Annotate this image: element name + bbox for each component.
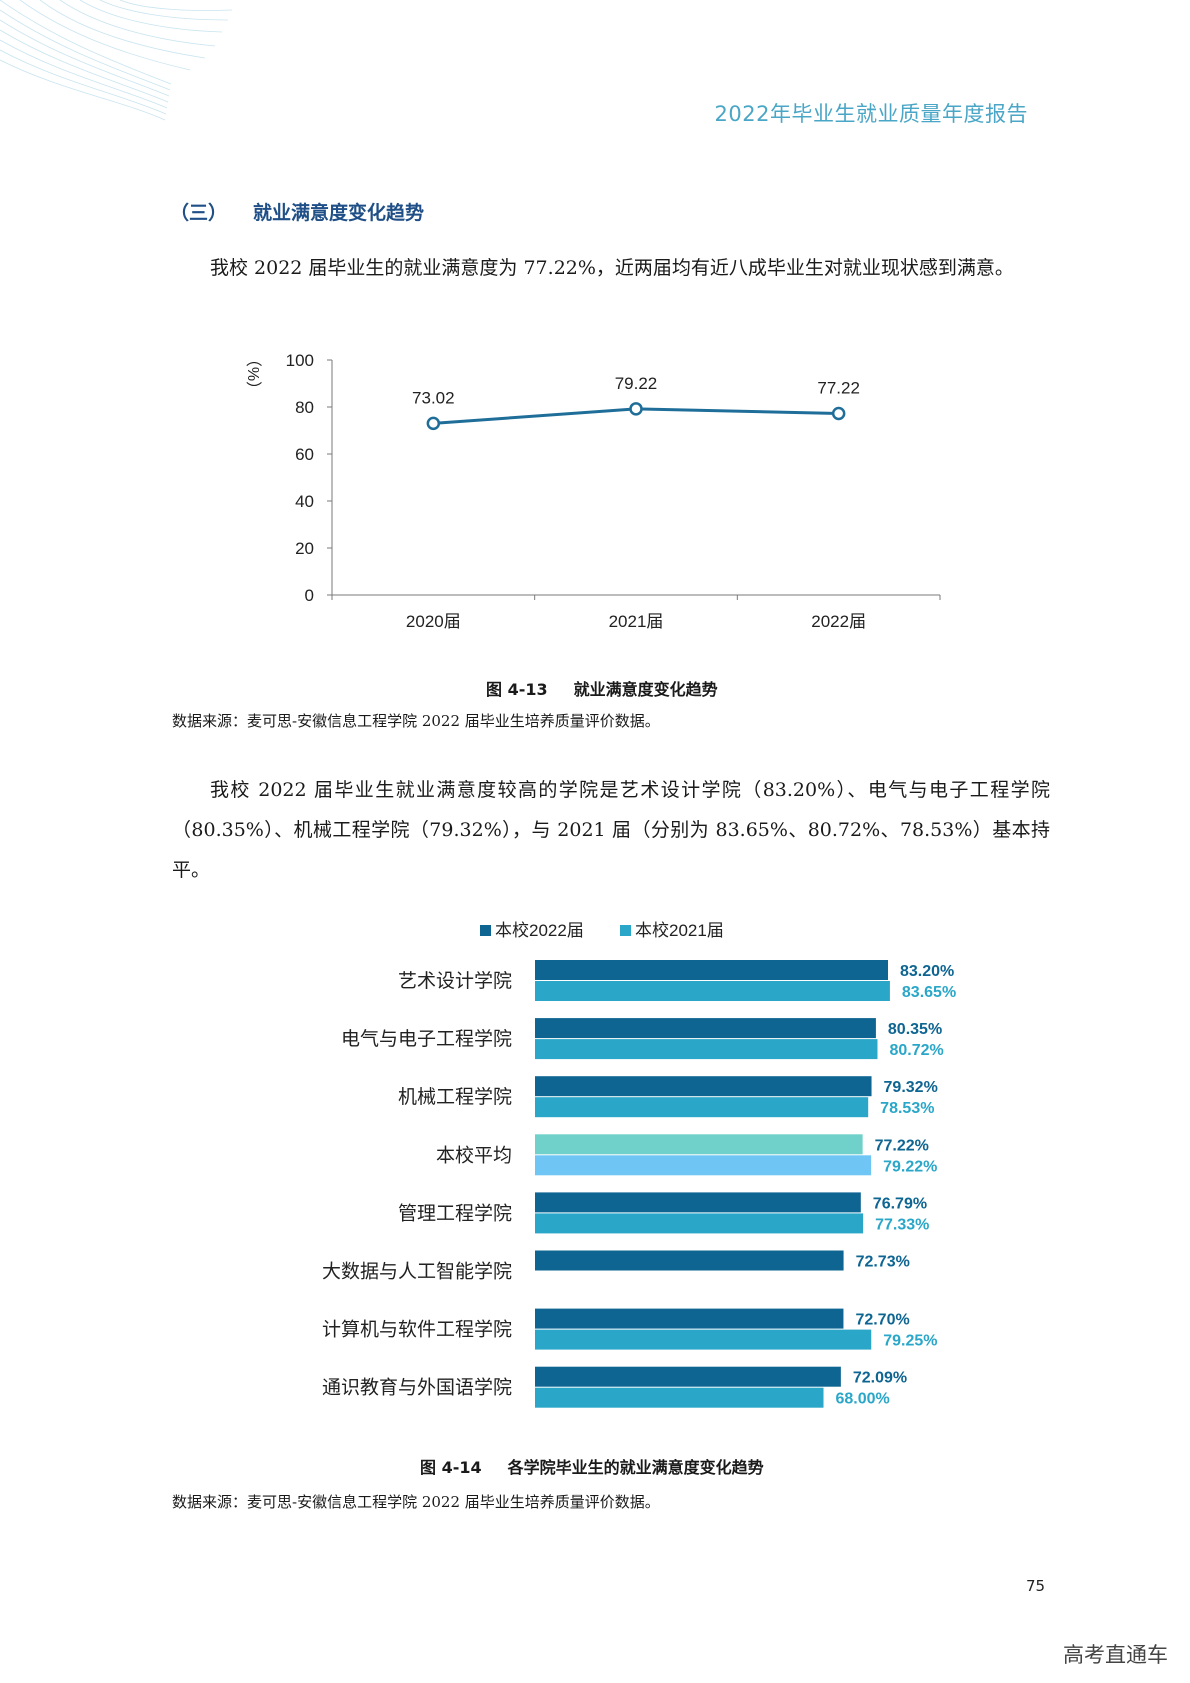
bar-value-label: 72.09% — [853, 1370, 907, 1387]
category-label: 本校平均 — [436, 1144, 512, 1166]
section-heading: （三） 就业满意度变化趋势 — [170, 198, 424, 225]
bar — [535, 1039, 878, 1060]
category-label: 艺术设计学院 — [398, 970, 512, 992]
bar-value-label: 72.70% — [855, 1312, 909, 1329]
bar — [535, 960, 888, 980]
y-axis-label: （%） — [244, 351, 262, 397]
data-source-note: 数据来源：麦可思-安徽信息工程学院 2022 届毕业生培养质量评价数据。 — [172, 1493, 660, 1511]
bar — [535, 1192, 861, 1213]
bar-value-label: 83.65% — [902, 984, 956, 1001]
series-line: 73.02 79.22 77.22 — [412, 374, 860, 431]
chart-legend: 本校2022届 本校2021届 — [480, 921, 724, 940]
bar-value-label: 80.72% — [889, 1042, 943, 1059]
intro-paragraph: 我校 2022 届毕业生的就业满意度为 77.22%，近两届均有近八成毕业生对就… — [210, 257, 1014, 279]
bar — [535, 1250, 844, 1271]
y-tick-label: 100 — [286, 351, 314, 370]
bar — [535, 1076, 872, 1097]
bar-value-label: 83.20% — [900, 963, 954, 980]
bar — [535, 1387, 824, 1408]
category-label: 管理工程学院 — [398, 1202, 512, 1224]
college-paragraph: 我校 2022 届毕业生就业满意度较高的学院是艺术设计学院（83.20%）、电气… — [172, 779, 1050, 881]
bar-value-label: 77.33% — [875, 1216, 929, 1233]
x-axis: 2020届 2021届 2022届 — [331, 594, 941, 631]
x-tick-label: 2020届 — [406, 612, 461, 631]
bar-group: 艺术设计学院 83.20% 83.65% 电气与电子工程学院 80.35% 80.72% 机… — [322, 960, 956, 1408]
y-tick-label: 80 — [295, 398, 314, 417]
data-point — [831, 406, 846, 421]
category-label: 电气与电子工程学院 — [341, 1028, 512, 1050]
satisfaction-trend-line-chart: 0 20 40 60 80 100 （%） 2020届 2021届 2022届 73.02 79.… — [244, 351, 941, 631]
y-tick-label: 20 — [295, 539, 314, 558]
x-tick-label: 2021届 — [609, 612, 664, 631]
bar — [535, 1329, 872, 1350]
figure-4-14-caption: 图 4-14 各学院毕业生的就业满意度变化趋势 — [420, 1454, 764, 1478]
bar — [535, 1018, 876, 1039]
bar-value-label: 68.00% — [836, 1391, 890, 1408]
bar-value-label: 79.25% — [883, 1333, 937, 1350]
bar — [535, 1134, 863, 1155]
bar-value-label: 79.22% — [883, 1158, 937, 1175]
bar — [535, 1155, 872, 1176]
figure-4-13-caption: 图 4-13 就业满意度变化趋势 — [486, 676, 718, 700]
legend-swatch — [480, 925, 491, 936]
category-label: 通识教育与外国语学院 — [322, 1377, 512, 1399]
category-label: 机械工程学院 — [398, 1086, 512, 1108]
bar-value-label: 72.73% — [856, 1254, 910, 1271]
college-satisfaction-bar-chart: 本校2022届 本校2021届 艺术设计学院 83.20% 83.65% 电气与电子工程… — [322, 921, 956, 1408]
section-number: （三） — [170, 202, 228, 224]
watermark-text: 高考直通车 — [1063, 1643, 1168, 1667]
bar — [535, 1097, 869, 1118]
data-label: 79.22 — [615, 374, 658, 393]
report-header-title: 2022年毕业生就业质量年度报告 — [714, 102, 1028, 126]
decorative-wave-pattern — [0, 0, 233, 121]
bar — [535, 1213, 864, 1234]
y-tick-label: 0 — [305, 586, 314, 605]
category-label: 大数据与人工智能学院 — [322, 1261, 512, 1283]
section-title: 就业满意度变化趋势 — [253, 202, 425, 224]
legend-label: 本校2021届 — [635, 921, 724, 940]
page-number: 75 — [1026, 1577, 1046, 1595]
bar-value-label: 77.22% — [875, 1137, 929, 1154]
data-label: 77.22 — [817, 379, 860, 398]
y-axis: 0 20 40 60 80 100 （%） — [244, 351, 333, 605]
bar — [535, 1366, 841, 1387]
bar — [535, 1308, 844, 1329]
bar-value-label: 80.35% — [888, 1021, 942, 1038]
x-tick-label: 2022届 — [811, 612, 866, 631]
figure-number: 图 4-14 — [420, 1458, 482, 1477]
bar-value-label: 76.79% — [873, 1195, 927, 1212]
legend-swatch — [620, 925, 631, 936]
legend-label: 本校2022届 — [495, 921, 584, 940]
data-point — [426, 416, 441, 431]
figure-title: 各学院毕业生的就业满意度变化趋势 — [507, 1458, 764, 1477]
data-source-note: 数据来源：麦可思-安徽信息工程学院 2022 届毕业生培养质量评价数据。 — [172, 712, 660, 730]
data-label: 73.02 — [412, 388, 455, 407]
category-label: 计算机与软件工程学院 — [322, 1319, 512, 1341]
y-tick-label: 40 — [295, 492, 314, 511]
figure-number: 图 4-13 — [486, 680, 548, 699]
data-point — [629, 402, 643, 416]
bar — [535, 981, 890, 1001]
bar-value-label: 79.32% — [884, 1079, 938, 1096]
y-tick-label: 60 — [295, 445, 314, 464]
bar-value-label: 78.53% — [880, 1100, 934, 1117]
figure-title: 就业满意度变化趋势 — [573, 680, 718, 699]
